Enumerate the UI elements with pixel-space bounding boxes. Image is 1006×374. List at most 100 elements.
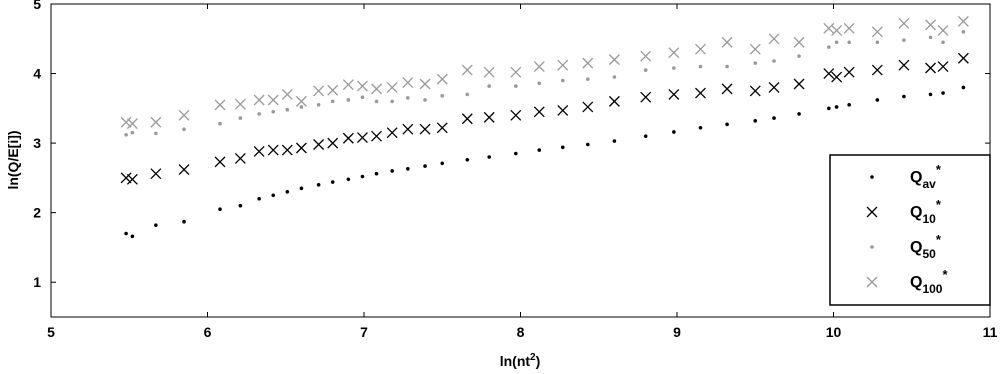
x-marker <box>843 22 855 34</box>
dot-marker <box>612 139 617 143</box>
dot-marker <box>827 106 831 111</box>
dot-marker <box>330 180 335 184</box>
x-stroke <box>483 66 495 78</box>
dot-marker <box>537 148 542 152</box>
dot-marker <box>271 110 276 114</box>
x-stroke <box>295 142 307 154</box>
x-tick-label: 8 <box>517 324 525 340</box>
legend-sup: * <box>936 232 942 247</box>
x-stroke <box>342 79 354 91</box>
x-stroke <box>214 156 226 168</box>
x-stroke <box>533 106 545 118</box>
x-stroke <box>640 50 652 62</box>
dot-marker <box>847 40 851 45</box>
dot-marker <box>698 64 703 69</box>
x-stroke <box>793 36 805 48</box>
dot-marker <box>941 40 945 45</box>
x-stroke <box>898 18 910 29</box>
x-marker <box>640 91 652 103</box>
dot-marker <box>928 92 933 97</box>
x-marker <box>937 24 949 36</box>
dot-marker <box>672 130 676 134</box>
x-marker <box>749 43 761 55</box>
dot-marker <box>902 38 906 42</box>
x-stroke <box>461 64 473 76</box>
x-stroke <box>214 99 226 111</box>
dot-marker <box>182 127 186 131</box>
x-marker <box>356 132 368 144</box>
x-marker <box>313 139 325 150</box>
x-tick-label: 7 <box>360 324 368 340</box>
x-marker <box>483 111 495 123</box>
dot-marker <box>928 35 933 40</box>
x-marker <box>120 172 132 184</box>
dot-marker <box>465 92 470 97</box>
dot-marker <box>870 175 874 179</box>
x-stroke <box>313 139 325 150</box>
dot-marker <box>797 112 801 116</box>
x-marker <box>386 82 398 93</box>
x-stroke <box>582 57 594 69</box>
x-marker <box>120 116 132 128</box>
x-marker <box>793 78 805 90</box>
x-marker <box>371 130 382 142</box>
y-tick-label: 2 <box>33 205 41 221</box>
x-stroke <box>510 66 522 78</box>
dot-marker <box>902 94 906 99</box>
x-marker <box>327 84 339 96</box>
dot-marker <box>875 40 880 45</box>
legend-label: Qav* <box>910 162 942 191</box>
x-stroke <box>356 80 368 92</box>
x-marker <box>234 98 246 110</box>
dot-marker <box>423 98 427 102</box>
y-axis-label: ln(Q/E[i]) <box>5 130 21 189</box>
x-marker <box>313 85 325 97</box>
x-stroke <box>640 91 652 103</box>
x-tick-label: 6 <box>204 324 212 340</box>
x-marker <box>608 54 620 66</box>
x-stroke <box>178 109 190 121</box>
x-marker <box>668 88 680 100</box>
dot-marker <box>390 169 394 173</box>
x-marker <box>295 95 307 107</box>
x-stroke <box>557 59 569 71</box>
legend-sub: 50 <box>922 247 936 261</box>
dot-marker <box>643 134 648 138</box>
dot-marker <box>124 231 128 236</box>
dot-marker <box>423 164 427 168</box>
x-marker <box>695 87 706 99</box>
x-marker <box>793 36 805 48</box>
x-stroke <box>831 24 843 36</box>
x-stroke <box>925 19 936 31</box>
x-marker <box>721 36 733 48</box>
dot-marker <box>487 84 492 88</box>
dot-marker <box>330 99 335 104</box>
x-stroke <box>957 52 969 64</box>
x-stroke <box>823 22 835 34</box>
x-stroke <box>608 95 620 107</box>
x-stroke <box>793 78 805 90</box>
legend-box <box>829 154 991 306</box>
dot-marker <box>941 91 945 95</box>
x-marker <box>436 122 448 134</box>
dot-marker <box>725 64 729 69</box>
x-marker <box>178 109 190 121</box>
x-marker <box>510 66 522 78</box>
x-tick-label: 11 <box>983 324 998 340</box>
dot-marker <box>182 219 186 224</box>
x-tick-label: 10 <box>826 324 842 340</box>
x-stroke <box>178 164 190 176</box>
dot-marker <box>218 207 222 211</box>
x-stroke <box>721 83 733 95</box>
dot-marker <box>374 99 379 104</box>
x-tick-label: 5 <box>47 324 55 340</box>
x-marker <box>419 78 431 90</box>
x-marker <box>843 66 855 78</box>
x-marker <box>267 144 279 156</box>
dot-marker <box>299 186 304 191</box>
x-stroke <box>843 66 855 78</box>
x-marker <box>668 47 680 59</box>
dot-marker <box>827 45 831 49</box>
x-marker <box>342 79 354 91</box>
x-marker <box>386 127 398 139</box>
